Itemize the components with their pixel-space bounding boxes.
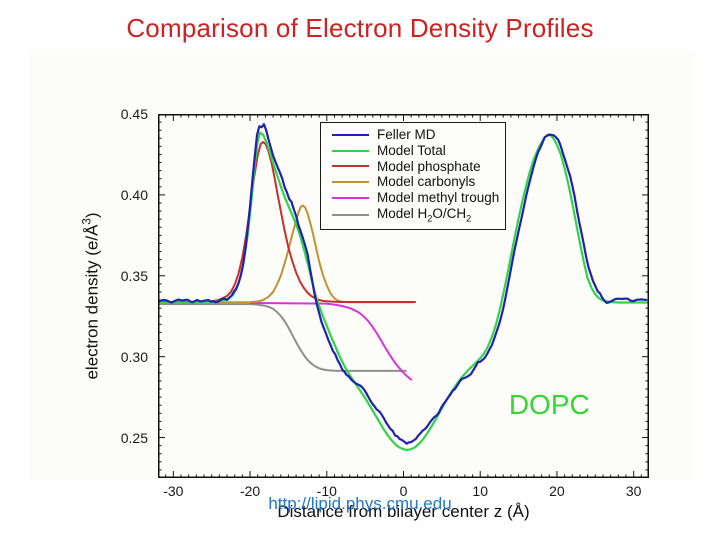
legend-line-sample — [332, 196, 369, 199]
dopc-label: DOPC — [508, 389, 590, 420]
legend-label: Model methyl trough — [377, 190, 500, 206]
legend-label: Model H2O/CH2 — [377, 205, 472, 224]
footer-url-link[interactable]: http://lipid.phys.cmu.edu — [268, 494, 452, 513]
density-profile-plot — [158, 114, 649, 478]
y-tick-label: 0.45 — [120, 106, 148, 122]
x-tick-label: -30 — [163, 483, 184, 499]
legend-item: Model phosphate — [332, 160, 505, 174]
legend-line-sample — [332, 181, 369, 184]
legend-line-sample — [332, 149, 369, 152]
legend-item: Feller MD — [332, 128, 505, 142]
legend-label: Model carbonyls — [377, 174, 476, 190]
electron-density-chart: electron density (e/Å3) Distance from bi… — [30, 52, 692, 521]
plot-frame — [158, 114, 649, 478]
x-tick-label: 0 — [399, 483, 408, 499]
curve-model-carbonyls — [158, 204, 414, 304]
x-tick-label: 30 — [625, 483, 642, 499]
slide-title: Comparison of Electron Density Profiles — [126, 13, 594, 43]
x-tick-label: -20 — [239, 483, 261, 499]
legend-label: Model Total — [377, 142, 446, 158]
legend-item: Model Total — [332, 144, 505, 158]
legend-label: Feller MD — [377, 127, 436, 143]
y-tick-label: 0.35 — [120, 267, 148, 284]
curve-model-h-2o-ch-2 — [158, 303, 407, 372]
legend-line-sample — [332, 133, 369, 136]
legend-line-sample — [332, 165, 369, 168]
curve-model-methyl-trough — [249, 302, 413, 381]
y-tick-label: 0.30 — [120, 348, 148, 365]
y-tick-label: 0.25 — [120, 429, 148, 446]
x-tick-label: -10 — [316, 483, 337, 499]
legend-line-sample — [332, 214, 369, 217]
x-tick-label: 10 — [472, 483, 488, 499]
x-axis-label: Distance from bilayer center z (Å) — [277, 502, 530, 521]
x-tick-label: 20 — [549, 483, 565, 499]
legend: Feller MD Model Total Model phosphate Model… — [320, 122, 506, 230]
legend-item: Model carbonyls — [332, 175, 505, 189]
curve-feller-md — [158, 123, 647, 445]
legend-item: Model H2O/CH2 — [332, 207, 505, 224]
legend-item: Model methyl trough — [332, 191, 505, 205]
legend-label: Model phosphate — [377, 158, 481, 174]
plot-area: electron density (e/Å3) Distance from bi… — [82, 107, 649, 521]
y-tick-label: 0.40 — [120, 186, 148, 203]
